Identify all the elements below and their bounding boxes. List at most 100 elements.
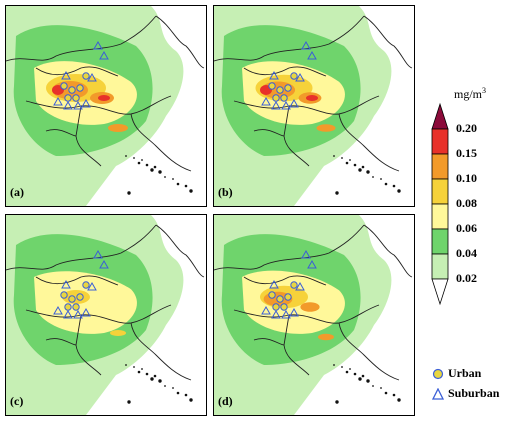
island-mark bbox=[137, 370, 141, 374]
colorbar-segment bbox=[431, 153, 449, 180]
colorbar-segment bbox=[431, 102, 449, 130]
boundary-line bbox=[253, 129, 285, 137]
island-mark bbox=[397, 189, 401, 193]
boundary-line bbox=[25, 304, 172, 324]
boundary-line bbox=[363, 15, 413, 69]
boundary-line bbox=[45, 129, 77, 137]
island-mark bbox=[392, 184, 396, 188]
map-a bbox=[6, 6, 205, 206]
legend-suburban-label: Suburban bbox=[448, 386, 500, 400]
map-d bbox=[214, 215, 413, 415]
boundary-line bbox=[338, 322, 400, 381]
panel-label-d: (d) bbox=[218, 394, 233, 408]
colorbar-tick-label: 0.04 bbox=[456, 246, 477, 260]
unit-sup: 3 bbox=[482, 86, 487, 95]
island-mark bbox=[150, 377, 154, 381]
island-mark bbox=[164, 385, 166, 387]
boundary-line bbox=[35, 275, 119, 286]
concentration-field bbox=[98, 95, 110, 101]
island-mark bbox=[145, 372, 149, 376]
legend-urban-label: Urban bbox=[448, 366, 482, 380]
island-mark bbox=[184, 184, 188, 188]
concentration-field bbox=[34, 271, 137, 334]
island-mark bbox=[137, 161, 141, 165]
panel-c: (c) bbox=[5, 214, 207, 416]
island-mark bbox=[335, 191, 339, 195]
urban-station-marker bbox=[76, 84, 84, 92]
colorbar-tick-label: 0.08 bbox=[456, 196, 477, 210]
suburban-station-marker bbox=[307, 259, 317, 269]
suburban-station-marker bbox=[295, 72, 305, 82]
island-mark bbox=[189, 398, 193, 402]
suburban-station-marker bbox=[261, 96, 271, 106]
colorbar-tick-label: 0.15 bbox=[456, 146, 477, 160]
colorbar-segment bbox=[431, 278, 449, 306]
island-mark bbox=[153, 374, 157, 378]
suburban-station-marker bbox=[81, 98, 91, 108]
boundary-line bbox=[243, 275, 327, 286]
map-b bbox=[214, 6, 413, 206]
boundary-line bbox=[363, 224, 413, 278]
island-mark bbox=[189, 189, 193, 193]
boundary-line bbox=[283, 314, 310, 376]
boundary-line bbox=[6, 15, 157, 62]
island-mark bbox=[133, 366, 135, 368]
urban-station-marker bbox=[64, 94, 72, 102]
suburban-station-marker bbox=[271, 100, 281, 110]
island-mark bbox=[358, 377, 362, 381]
panel-label-b: (b) bbox=[218, 185, 233, 199]
urban-station-marker bbox=[284, 84, 292, 92]
boundary-line bbox=[155, 15, 205, 69]
panel-a: (a) bbox=[5, 5, 207, 207]
boundary-line bbox=[243, 66, 327, 77]
concentration-field bbox=[316, 124, 336, 132]
boundary-line bbox=[214, 224, 365, 271]
urban-station-marker bbox=[276, 86, 284, 94]
suburban-station-marker bbox=[99, 50, 109, 60]
suburban-station-marker bbox=[301, 40, 311, 50]
island-mark bbox=[172, 387, 174, 389]
colorbar-legend: mg/m3 0.20 0.15 0.10 0.08 0.06 0.04 0.02 bbox=[428, 84, 508, 324]
concentration-field bbox=[318, 333, 334, 341]
island-mark bbox=[133, 157, 135, 159]
suburban-station-marker bbox=[99, 259, 109, 269]
suburban-station-marker bbox=[63, 100, 73, 110]
colorbar-segment bbox=[431, 203, 449, 230]
urban-station-marker bbox=[284, 293, 292, 301]
suburban-station-marker bbox=[281, 309, 291, 319]
concentration-field bbox=[300, 302, 320, 312]
island-mark bbox=[380, 178, 382, 180]
island-mark bbox=[153, 165, 157, 169]
suburban-station-marker bbox=[289, 307, 299, 317]
colorbar bbox=[431, 102, 449, 306]
boundary-line bbox=[45, 338, 77, 346]
concentration-field bbox=[110, 330, 126, 336]
island-mark bbox=[335, 400, 339, 404]
boundary-line bbox=[233, 95, 380, 115]
urban-station-marker bbox=[272, 94, 280, 102]
island-mark bbox=[141, 159, 143, 161]
urban-station-marker bbox=[64, 303, 72, 311]
colorbar-tick-label: 0.06 bbox=[456, 221, 477, 235]
urban-station-marker bbox=[268, 82, 276, 90]
suburban-station-marker bbox=[53, 305, 63, 315]
urban-station-marker bbox=[290, 281, 298, 289]
suburban-station-marker bbox=[289, 98, 299, 108]
boundary-line bbox=[283, 105, 310, 167]
island-mark bbox=[125, 364, 127, 366]
suburban-station-marker bbox=[73, 309, 83, 319]
island-mark bbox=[127, 191, 131, 195]
urban-station-marker bbox=[76, 293, 84, 301]
island-mark bbox=[333, 155, 335, 157]
island-mark bbox=[361, 374, 365, 378]
island-mark bbox=[176, 182, 180, 186]
urban-station-marker bbox=[68, 295, 76, 303]
panel-label-a: (a) bbox=[10, 185, 24, 199]
boundary-line bbox=[338, 113, 400, 172]
island-mark bbox=[164, 176, 166, 178]
colorbar-tick-label: 0.02 bbox=[456, 271, 477, 285]
suburban-station-marker bbox=[61, 279, 71, 289]
island-mark bbox=[125, 155, 127, 157]
panel-b: (b) bbox=[213, 5, 415, 207]
colorbar-segment bbox=[431, 228, 449, 255]
